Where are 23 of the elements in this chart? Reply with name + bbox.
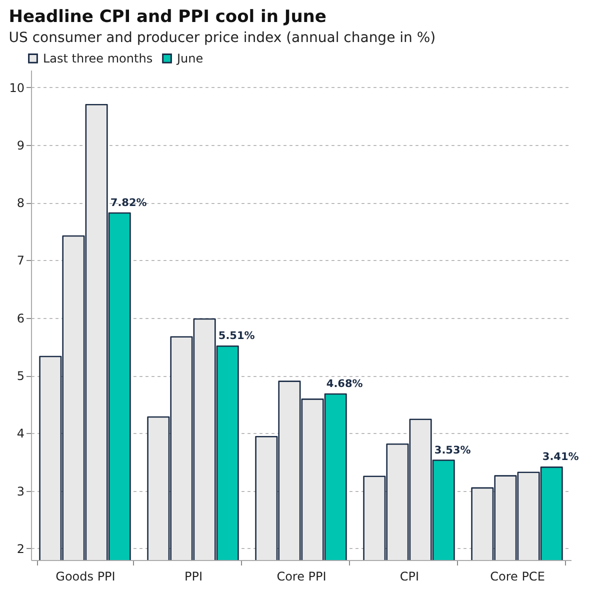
y-tick-label: 2 — [16, 542, 24, 556]
x-tick-label: CPI — [400, 570, 420, 584]
data-label: 3.41% — [542, 451, 580, 464]
y-tick-label: 9 — [16, 138, 24, 152]
y-tick-label: 5 — [16, 369, 24, 384]
x-tick-label: PPI — [184, 570, 203, 584]
data-label: 3.53% — [434, 444, 472, 456]
data-label: 7.82% — [110, 196, 148, 209]
y-tick-label: 8 — [16, 196, 24, 210]
y-tick-label: 3 — [16, 484, 24, 498]
legend-label: Last three months — [43, 51, 153, 66]
x-tick-label: Goods PPI — [56, 570, 116, 584]
data-label: 4.68% — [326, 378, 364, 390]
chart-subtitle: US consumer and producer price index (annual change in %) — [8, 30, 436, 46]
data-label: 5.51% — [218, 330, 256, 342]
y-tick-label: 7 — [16, 254, 24, 268]
x-tick-label: Core PCE — [490, 570, 545, 584]
chart-title: Headline CPI and PPI cool in June — [8, 7, 326, 27]
y-tick-label: 4 — [16, 426, 24, 441]
legend-label: June — [176, 51, 204, 66]
y-tick-label: 6 — [16, 311, 24, 326]
x-tick-label: Core PPI — [276, 570, 326, 584]
y-tick-label: 10 — [9, 80, 24, 95]
